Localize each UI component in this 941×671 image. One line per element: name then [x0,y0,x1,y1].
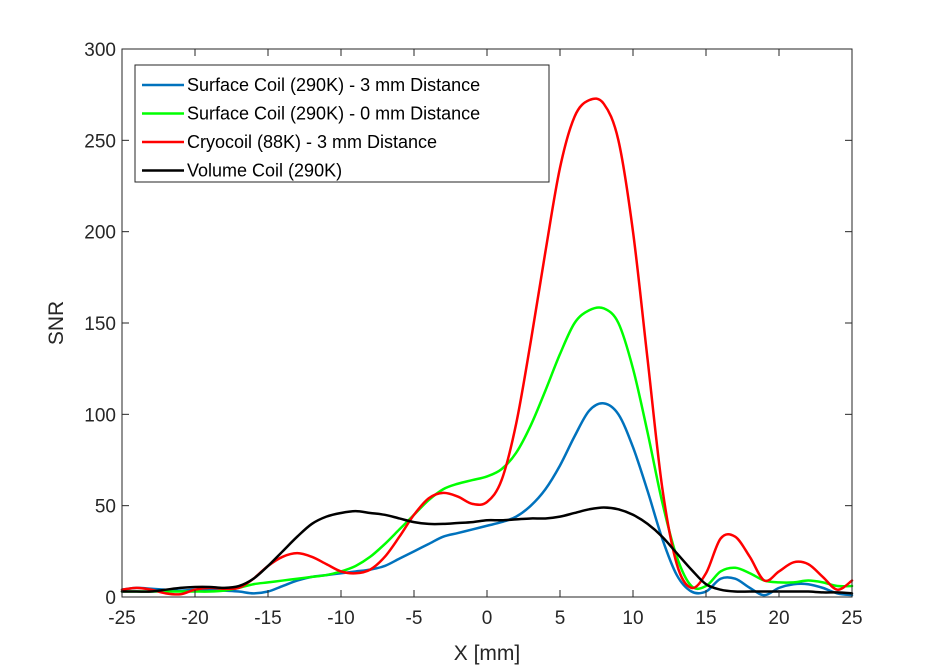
y-tick-label: 300 [84,40,116,61]
y-axis-title: SNR [45,301,68,345]
x-tick-label: 15 [695,608,716,629]
x-tick-label: -15 [254,608,281,629]
x-tick-label: 0 [482,608,493,629]
y-tick-label: 250 [84,131,116,152]
x-tick-label: -20 [181,608,208,629]
x-tick-label: -10 [327,608,354,629]
series-layer [120,97,854,597]
x-tick-label: -25 [108,608,135,629]
y-tick-label: 200 [84,223,116,244]
x-tick-label: -5 [406,608,423,629]
x-tick-label: 20 [768,608,789,629]
series-line-1 [120,402,854,597]
legend-box [134,64,550,183]
ticks-layer: -25 -20 -15 -10 -5 0 5 10 15 20 250501001502002503… [84,40,862,629]
x-tick-label: 10 [622,608,643,629]
y-tick-label: 150 [84,314,116,335]
legend-label-3: Cryocoil (88K) - 3 mm Distance [187,132,437,152]
y-tick-label: 100 [84,405,116,426]
y-tick-label: 0 [105,588,116,609]
legend-label-4: Volume Coil (290K) [187,161,342,181]
series-line-4 [120,506,854,595]
x-axis-title: X [mm] [454,642,521,665]
legend-label-2: Surface Coil (290K) - 0 mm Distance [187,104,480,124]
y-tick-label: 50 [95,497,116,518]
x-tick-label: 5 [555,608,566,629]
x-tick-label: 25 [841,608,862,629]
legend: Surface Coil (290K) - 3 mm Distance Surfa… [134,64,550,183]
legend-label-1: Surface Coil (290K) - 3 mm Distance [187,75,480,95]
